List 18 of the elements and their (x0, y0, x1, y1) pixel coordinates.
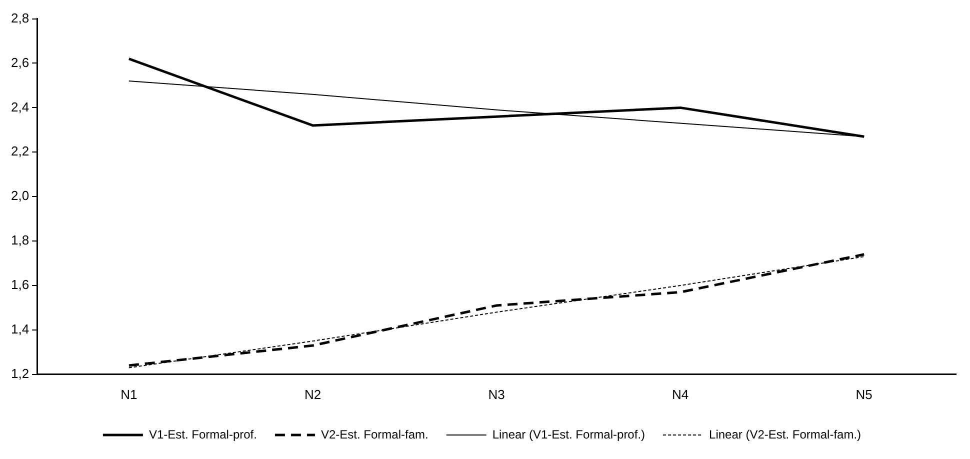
y-tick-label: 2,4 (10, 99, 30, 114)
x-tick-label: N3 (488, 386, 505, 402)
x-tick-label: N1 (120, 386, 138, 402)
y-tick-label: 1,4 (10, 322, 30, 337)
y-tick-label: 1,6 (10, 277, 30, 292)
legend-label: V1-Est. Formal-prof. (148, 427, 257, 442)
x-tick-label: N5 (856, 386, 872, 402)
y-tick-label: 2,6 (10, 54, 30, 70)
legend-label: Linear (V1-Est. Formal-prof.) (492, 427, 646, 442)
x-tick-label: N2 (304, 386, 322, 402)
y-tick-label: 2,8 (10, 10, 30, 26)
y-tick-label: 1,8 (10, 232, 30, 248)
legend-label: Linear (V2-Est. Formal-fam.) (709, 427, 862, 442)
y-tick-label: 1,2 (10, 366, 30, 381)
y-tick-label: 2,2 (10, 144, 30, 159)
y-tick-label: 2,0 (10, 188, 30, 204)
legend-label: V2-Est. Formal-fam. (320, 427, 428, 442)
x-tick-label: N4 (672, 386, 689, 402)
